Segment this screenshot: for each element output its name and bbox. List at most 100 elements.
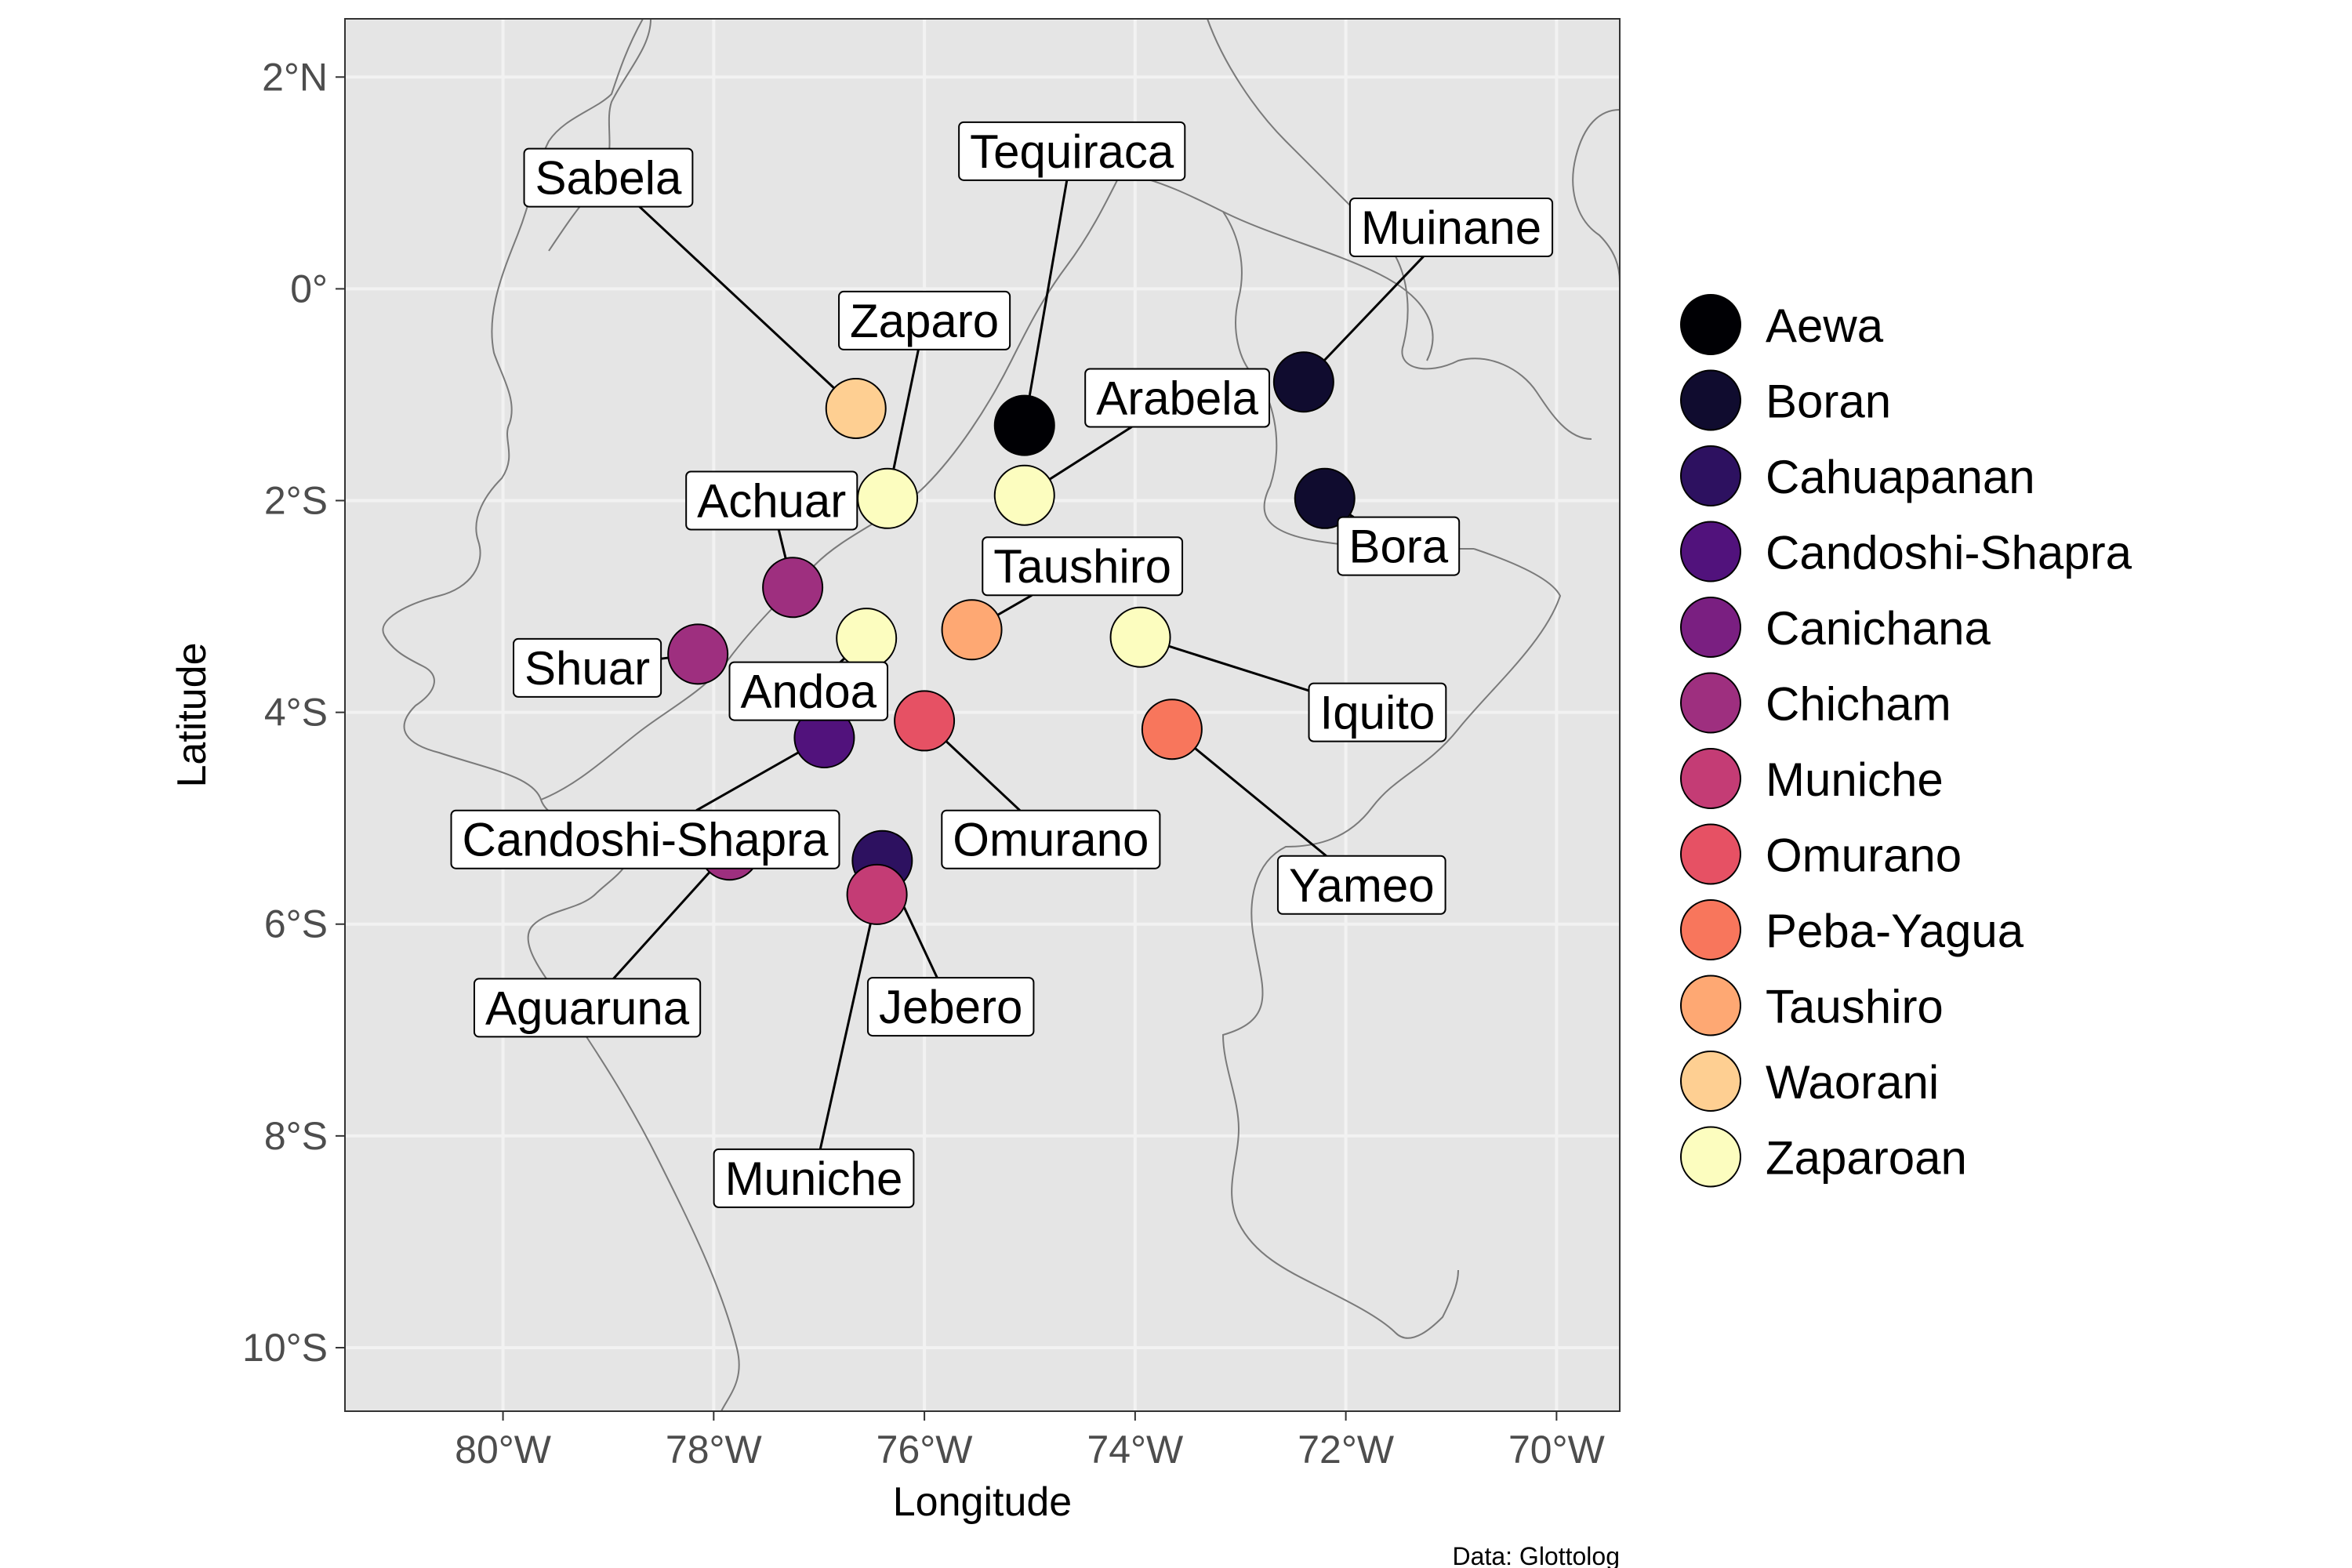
language-point [1272,351,1334,413]
y-tick-label: 4°S [264,691,328,735]
y-tick-label: 2°S [264,479,328,523]
legend-label: Canichana [1766,602,1991,655]
label-connector [818,894,879,1150]
legend-swatch [1680,369,1741,431]
label-box [1084,368,1271,428]
legend-swatch [1680,823,1741,885]
language-label: Muniche [713,1148,915,1208]
legend-label: Omurano [1766,829,1962,882]
language-point [667,623,729,685]
language-label: Sabela [523,147,694,208]
legend-label: Boran [1766,376,1891,428]
x-axis: 80°W 78°W 76°W 74°W 72°W 70°W [455,1411,1606,1472]
label-box [838,290,1011,350]
legend-item: Aewa [1680,294,1884,355]
legend-item: Omurano [1680,823,1962,885]
label-box [982,536,1184,597]
legend-label: Chicham [1766,678,1951,731]
language-point [1141,699,1203,760]
label-connector [1023,180,1069,426]
label-text: Achuar [697,475,846,528]
legend-item: Candoshi-Shapra [1680,521,2132,583]
language-point [836,608,898,670]
label-text: Bora [1348,521,1448,573]
label-text: Arabela [1096,372,1258,425]
legend-swatch [1680,1126,1741,1188]
legend-item: Chicham [1680,672,1951,734]
label-box [728,661,889,721]
legend: Aewa Boran Cahuapanan Candoshi-Shapra Canich… [1680,294,2132,1188]
legend-item: Taushiro [1680,975,1944,1036]
label-box [713,1148,915,1208]
language-point [825,378,887,440]
language-label: Omurano [941,809,1161,869]
x-tick-label: 72°W [1298,1428,1395,1472]
language-point [941,599,1003,661]
y-tick-label: 10°S [242,1326,328,1370]
y-tick-label: 6°S [264,902,328,946]
label-box [473,978,702,1038]
legend-item: Waorani [1680,1051,1939,1112]
legend-swatch [1680,597,1741,658]
label-box [941,809,1161,869]
language-label: Arabela [1084,368,1271,428]
y-tick-label: 2°N [262,55,328,99]
language-label: Zaparo [838,290,1011,350]
label-text: Andoa [741,666,877,718]
language-points [667,351,1356,925]
language-point [1294,467,1356,529]
label-box [513,637,662,698]
legend-label: Waorani [1766,1056,1939,1109]
legend-swatch [1680,1051,1741,1112]
label-box [523,147,694,208]
border-ecuador-peru [540,172,1122,800]
language-point [846,863,908,925]
language-label: Muinane [1348,198,1554,258]
language-label: Shuar [513,637,662,698]
label-text: Candoshi-Shapra [462,814,829,866]
label-box [1276,855,1446,915]
language-point [1109,606,1171,668]
coastline-south [527,830,740,1412]
language-label: Andoa [728,661,889,721]
x-axis-title: Longitude [893,1479,1072,1525]
legend-swatch [1680,294,1741,355]
language-point [857,467,919,529]
legend-label: Peba-Yagua [1766,905,2024,957]
language-label: Jebero [866,977,1035,1037]
label-box [866,977,1035,1037]
label-text: Jebero [879,981,1022,1033]
label-box [958,121,1186,181]
language-label: Bora [1337,516,1461,576]
label-box [685,470,858,531]
legend-label: Aewa [1766,299,1884,352]
caption: Data: Glottolog [1453,1542,1620,1568]
label-text: Muniche [725,1152,903,1205]
x-tick-label: 76°W [877,1428,974,1472]
border-northwest [548,18,652,252]
border-river-east [1222,211,1434,361]
language-label: Achuar [685,470,858,531]
legend-item: Boran [1680,369,1891,431]
legend-item: Muniche [1680,748,1944,809]
label-box [1337,516,1461,576]
legend-item: Canichana [1680,597,1991,658]
language-point [993,464,1055,526]
label-text: Yameo [1289,859,1435,912]
country-borders [382,18,1621,1412]
language-label: Aguaruna [473,978,702,1038]
legend-swatch [1680,748,1741,809]
label-text: Tequiraca [970,125,1174,178]
border-venezuela [1572,109,1621,283]
y-axis: 2°N 0° 2°S 4°S 6°S 8°S 10°S [242,55,345,1370]
language-point [993,394,1055,456]
label-text: Aguaruna [485,982,690,1034]
language-label: Yameo [1276,855,1446,915]
label-text: Zaparo [850,295,999,347]
legend-swatch [1680,445,1741,506]
language-label: Iquito [1308,682,1447,742]
label-box [1348,198,1554,258]
legend-label: Cahuapanan [1766,451,2035,503]
border-colombia-brazil [1221,548,1562,1339]
